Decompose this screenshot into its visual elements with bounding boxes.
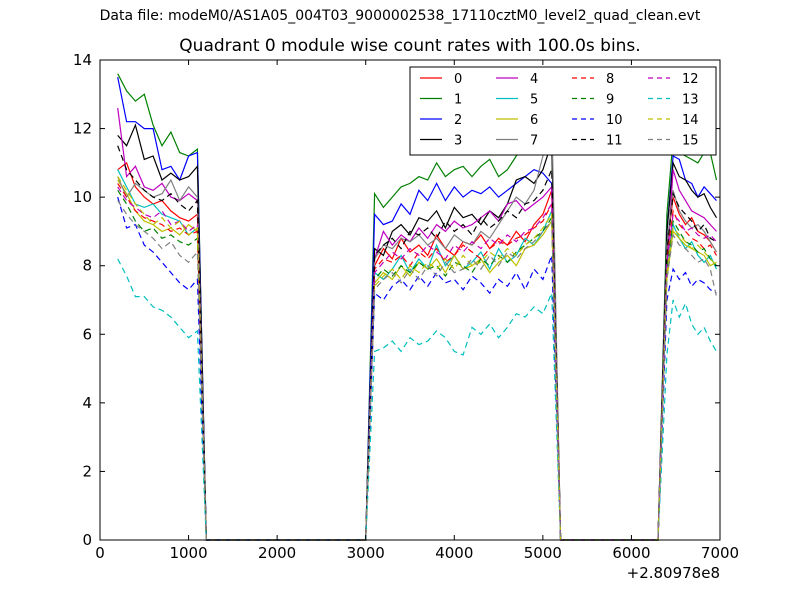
y-tick-label: 2 xyxy=(82,462,92,480)
series-line-4 xyxy=(117,107,717,541)
series-line-12 xyxy=(117,186,717,541)
y-tick-label: 6 xyxy=(82,325,92,343)
legend-box xyxy=(409,66,717,156)
legend-label-3: 3 xyxy=(454,134,462,149)
legend-label-15: 15 xyxy=(682,134,699,149)
y-tick-label: 12 xyxy=(73,120,92,138)
series-line-3 xyxy=(117,123,718,541)
legend-label-0: 0 xyxy=(454,72,462,87)
series-line-11 xyxy=(117,145,717,541)
legend-label-12: 12 xyxy=(682,72,699,87)
series-line-9 xyxy=(117,189,717,541)
series-line-15 xyxy=(117,200,718,541)
series-line-7 xyxy=(117,111,718,541)
y-tick-label: 10 xyxy=(73,188,92,206)
x-tick-label: 6000 xyxy=(612,544,650,562)
series-line-13 xyxy=(117,258,718,541)
y-tick-label: 14 xyxy=(73,51,92,69)
chart-title: Quadrant 0 module wise count rates with … xyxy=(179,36,641,56)
series-line-14 xyxy=(117,176,717,541)
legend-label-14: 14 xyxy=(682,113,699,128)
x-tick-label: 3000 xyxy=(347,544,385,562)
y-tick-label: 0 xyxy=(82,531,92,549)
y-tick-label: 4 xyxy=(82,394,92,412)
legend-label-4: 4 xyxy=(530,72,538,87)
legend-label-11: 11 xyxy=(606,134,623,149)
series-line-10 xyxy=(117,196,717,541)
x-tick-label: 5000 xyxy=(524,544,562,562)
x-tick-label: 4000 xyxy=(435,544,473,562)
plot-frame xyxy=(99,59,721,541)
x-tick-label: 0 xyxy=(95,544,105,562)
x-tick-label: 7000 xyxy=(701,544,739,562)
legend-label-5: 5 xyxy=(530,93,538,108)
x-offset-label: +2.80978e8 xyxy=(627,564,720,582)
legend-label-8: 8 xyxy=(606,72,614,87)
y-tick-label: 8 xyxy=(82,257,92,275)
legend-label-10: 10 xyxy=(606,113,623,128)
legend-label-2: 2 xyxy=(454,113,462,128)
series-line-5 xyxy=(117,169,718,541)
x-tick-label: 1000 xyxy=(169,544,207,562)
x-tick-label: 2000 xyxy=(258,544,296,562)
series-line-8 xyxy=(117,183,718,541)
legend-label-6: 6 xyxy=(530,113,538,128)
legend-label-9: 9 xyxy=(606,93,614,108)
legend-label-7: 7 xyxy=(530,134,538,149)
data-file-label: Data file: modeM0/AS1A05_004T03_90000025… xyxy=(99,8,701,24)
series-line-0 xyxy=(117,161,718,541)
legend-label-1: 1 xyxy=(454,93,462,108)
legend-label-13: 13 xyxy=(682,93,699,108)
